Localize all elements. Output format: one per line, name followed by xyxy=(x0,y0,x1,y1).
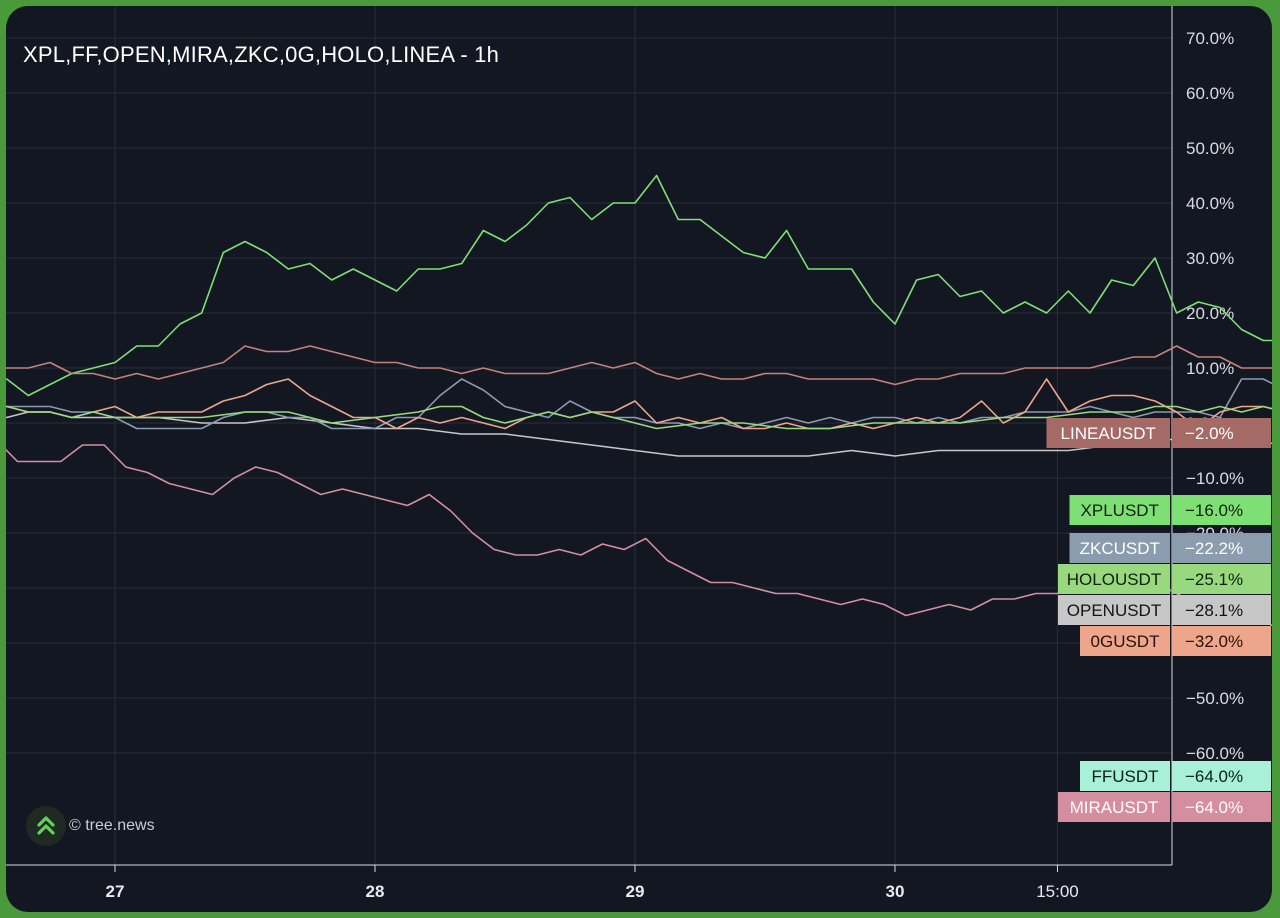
series-symbol-label: ZKCUSDT xyxy=(1080,539,1160,558)
y-tick-label: −50.0% xyxy=(1186,689,1244,708)
series-line-xplusdt xyxy=(6,174,1272,397)
series-value-tag xyxy=(1172,418,1271,448)
watermark-text: © tree.news xyxy=(69,817,155,834)
y-tick-label: 10.0% xyxy=(1186,359,1234,378)
series-symbol-label: MIRAUSDT xyxy=(1070,798,1159,817)
x-tick-label: 28 xyxy=(366,882,385,901)
y-tick-label: 50.0% xyxy=(1186,139,1234,158)
series-value-tag xyxy=(1172,495,1271,525)
series-value-label: −2.0% xyxy=(1185,424,1234,443)
series-symbol-tag xyxy=(1058,595,1170,625)
y-tick-label: −60.0% xyxy=(1186,744,1244,763)
series-value-label: −32.0% xyxy=(1185,632,1243,651)
series-symbol-tag xyxy=(1058,792,1170,822)
y-tick-label: 60.0% xyxy=(1186,84,1234,103)
chart-frame: 70.0%60.0%50.0%40.0%30.0%20.0%10.0%0.0%−… xyxy=(6,6,1272,912)
series-value-tag xyxy=(1172,626,1271,656)
series-symbol-label: FFUSDT xyxy=(1091,767,1158,786)
series-value-tag xyxy=(1172,761,1271,791)
series-symbol-label: OPENUSDT xyxy=(1067,601,1161,620)
series-symbol-tag xyxy=(1058,564,1170,594)
series-symbol-label: 0GUSDT xyxy=(1091,632,1160,651)
series-line-mirausdt xyxy=(6,444,1272,627)
series-line-0gusdt xyxy=(6,378,1272,430)
series-symbol-tag xyxy=(1069,495,1170,525)
series-symbol-label: XPLUSDT xyxy=(1081,501,1159,520)
series-value-tag xyxy=(1172,595,1271,625)
series-symbol-tag xyxy=(1080,626,1170,656)
watermark: © tree.news xyxy=(26,806,155,846)
series-value-label: −64.0% xyxy=(1185,798,1243,817)
series-symbol-label: HOLOUSDT xyxy=(1067,570,1161,589)
series-value-tag xyxy=(1172,792,1271,822)
series-value-label: −22.2% xyxy=(1185,539,1243,558)
series-value-tag xyxy=(1172,564,1271,594)
series-value-label: −28.1% xyxy=(1185,601,1243,620)
series-symbol-label: LINEAUSDT xyxy=(1061,424,1156,443)
series-symbol-tag xyxy=(1080,761,1170,791)
chart-title: XPL,FF,OPEN,MIRA,ZKC,0G,HOLO,LINEA - 1h xyxy=(23,42,500,67)
tree-news-logo-icon xyxy=(26,806,66,846)
y-tick-label: 70.0% xyxy=(1186,29,1234,48)
y-tick-label: −10.0% xyxy=(1186,469,1244,488)
series-symbol-tag xyxy=(1069,533,1170,563)
x-tick-label: 30 xyxy=(886,882,905,901)
series-value-label: −64.0% xyxy=(1185,767,1243,786)
x-tick-label: 15:00 xyxy=(1036,882,1079,901)
x-tick-label: 27 xyxy=(106,882,125,901)
series-value-label: −25.1% xyxy=(1185,570,1243,589)
series-symbol-tag xyxy=(1046,418,1170,448)
y-tick-label: 40.0% xyxy=(1186,194,1234,213)
line-chart: 70.0%60.0%50.0%40.0%30.0%20.0%10.0%0.0%−… xyxy=(6,6,1272,901)
series-value-label: −16.0% xyxy=(1185,501,1243,520)
series-value-tag xyxy=(1172,533,1271,563)
y-tick-label: 30.0% xyxy=(1186,249,1234,268)
series-line-lineausdt xyxy=(6,345,1272,386)
x-tick-label: 29 xyxy=(626,882,645,901)
series-line-holousdt xyxy=(6,405,1272,430)
